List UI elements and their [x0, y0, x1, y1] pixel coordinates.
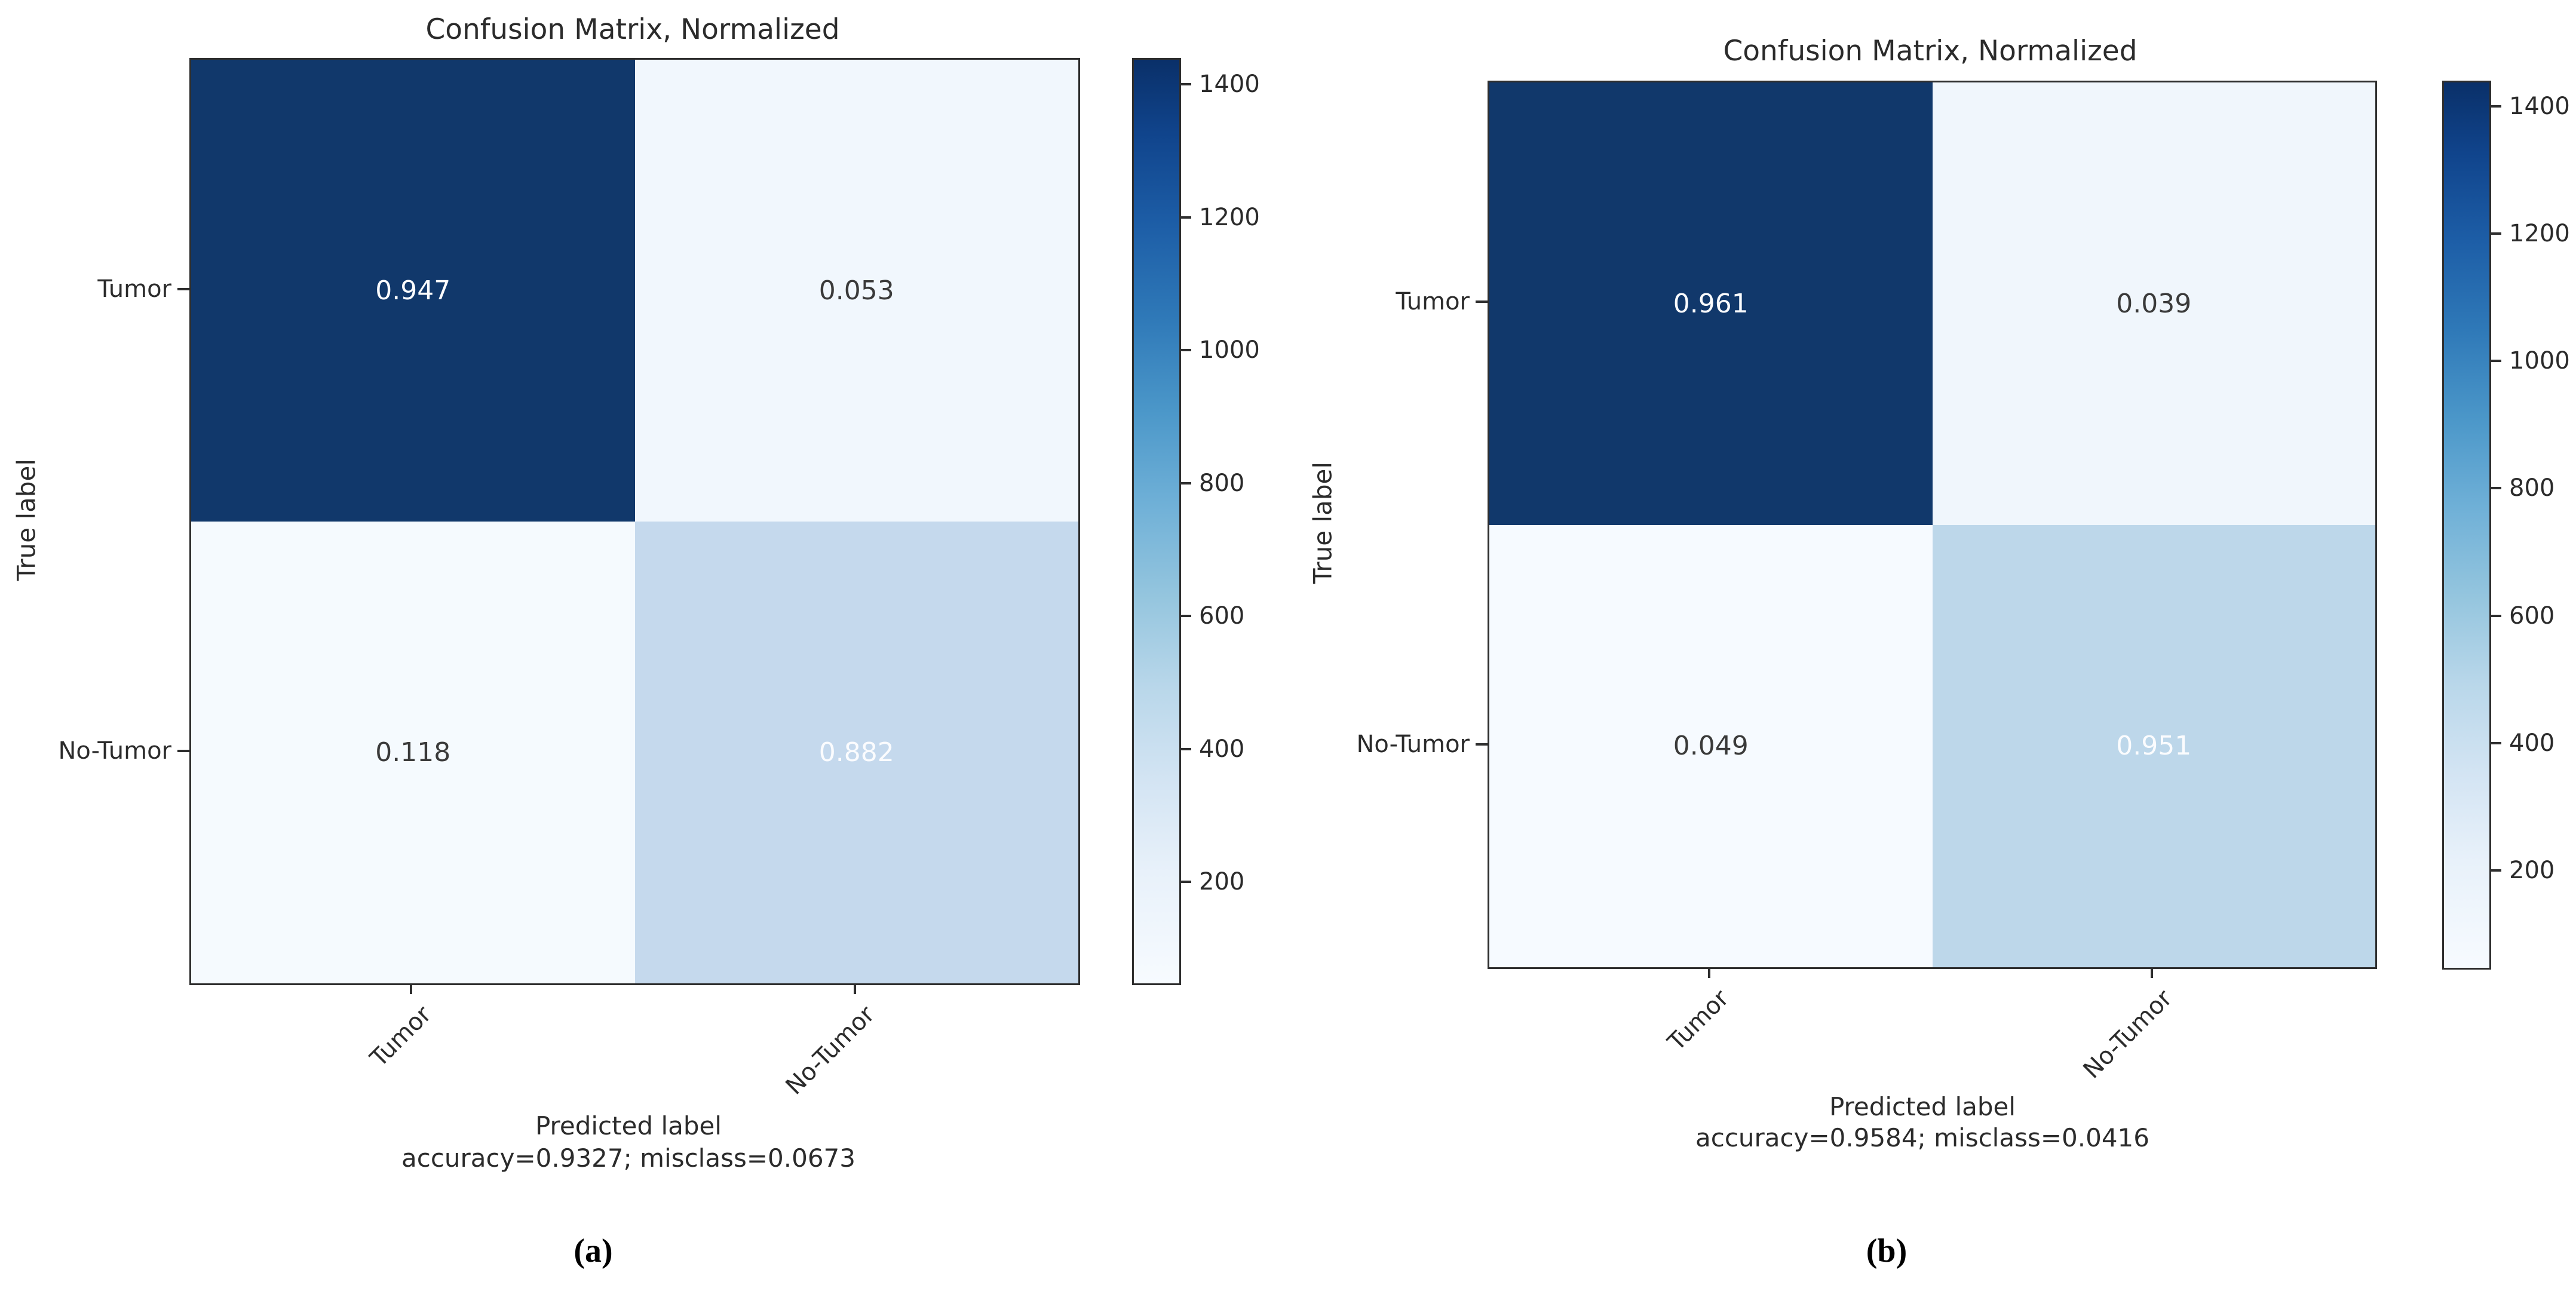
axis-tick [177, 287, 189, 290]
colorbar-tick-label: 400 [2509, 729, 2555, 757]
axis-tick [410, 983, 413, 994]
colorbar-tick-label: 200 [2509, 857, 2555, 885]
subfigure-caption-b: (b) [1866, 1232, 1908, 1269]
subfigure-caption-a: (a) [574, 1232, 613, 1269]
cell-value: 0.947 [375, 275, 451, 306]
xtick-label: No-Tumor [2078, 985, 2178, 1084]
colorbar-tick-label: 1200 [1199, 203, 1260, 231]
y-axis-label: True label [11, 458, 41, 581]
matrix-cell-r0c0: 0.947 [191, 60, 635, 522]
colorbar-tick [1179, 747, 1191, 750]
x-axis-label: Predicted label [1829, 1092, 2016, 1121]
cell-value: 0.951 [2116, 731, 2192, 762]
colorbar-tick [2489, 741, 2501, 744]
colorbar-tick-label: 800 [2509, 474, 2555, 502]
axis-tick [177, 749, 189, 752]
colorbar-tick-label: 400 [1199, 735, 1245, 763]
colorbar-tick-label: 1200 [2509, 219, 2570, 247]
colorbar-tick [1179, 482, 1191, 484]
accuracy-footnote: accuracy=0.9327; misclass=0.0673 [401, 1143, 856, 1173]
ytick-label: Tumor [97, 275, 171, 303]
xtick-label: Tumor [364, 1001, 437, 1072]
colorbar-tick [2489, 487, 2501, 490]
xtick-label: Tumor [1663, 985, 1735, 1056]
matrix-cell-r0c0: 0.961 [1489, 82, 1933, 525]
axis-tick [2151, 967, 2154, 978]
matrix-cell-r1c0: 0.118 [191, 522, 635, 983]
colorbar-tick [1179, 349, 1191, 352]
colorbar-tick [1179, 216, 1191, 219]
colorbar-tick [2489, 614, 2501, 617]
heatmap-grid: 0.947 0.053 0.118 0.882 [189, 58, 1080, 985]
matrix-cell-r1c0: 0.049 [1489, 525, 1933, 967]
colorbar-tick [1179, 881, 1191, 884]
matrix-cell-r0c1: 0.053 [634, 60, 1078, 522]
colorbar-tick-label: 200 [1199, 868, 1245, 896]
y-axis-label: True label [1308, 461, 1338, 584]
cell-value: 0.049 [1673, 731, 1749, 762]
colorbar-tick-label: 1400 [2509, 92, 2570, 120]
colorbar-tick-label: 1000 [2509, 347, 2570, 375]
cell-value: 0.961 [1673, 288, 1749, 319]
ytick-label: No-Tumor [58, 737, 172, 765]
colorbar-tick [2489, 869, 2501, 872]
axis-tick [1476, 743, 1488, 746]
colorbar-tick [1179, 615, 1191, 618]
colorbar [2442, 81, 2491, 970]
colorbar-tick-label: 600 [1199, 602, 1245, 630]
cell-value: 0.053 [818, 275, 894, 306]
colorbar-tick [1179, 83, 1191, 86]
colorbar [1132, 58, 1181, 985]
x-axis-label: Predicted label [535, 1111, 722, 1140]
axis-tick [1476, 300, 1488, 303]
matrix-cell-r1c1: 0.882 [634, 522, 1078, 983]
axis-tick [853, 983, 856, 994]
axis-tick [1707, 967, 1710, 978]
colorbar-tick [2489, 232, 2501, 235]
matrix-cell-r1c1: 0.951 [1932, 525, 2375, 967]
ytick-label: No-Tumor [1356, 730, 1470, 758]
colorbar-tick-label: 1000 [1199, 336, 1260, 364]
colorbar-tick [2489, 105, 2501, 108]
colorbar-tick-label: 600 [2509, 602, 2555, 630]
heatmap-grid: 0.961 0.039 0.049 0.951 [1488, 81, 2377, 969]
cell-value: 0.882 [818, 737, 894, 768]
cell-value: 0.039 [2116, 288, 2192, 319]
colorbar-tick [2489, 360, 2501, 363]
chart-title: Confusion Matrix, Normalized [1723, 35, 2138, 68]
chart-title: Confusion Matrix, Normalized [425, 13, 840, 46]
matrix-cell-r0c1: 0.039 [1932, 82, 2375, 525]
accuracy-footnote: accuracy=0.9584; misclass=0.0416 [1695, 1123, 2150, 1152]
ytick-label: Tumor [1396, 288, 1470, 316]
colorbar-tick-label: 1400 [1199, 70, 1260, 99]
cell-value: 0.118 [375, 737, 451, 768]
colorbar-tick-label: 800 [1199, 469, 1245, 497]
xtick-label: No-Tumor [780, 1001, 881, 1100]
